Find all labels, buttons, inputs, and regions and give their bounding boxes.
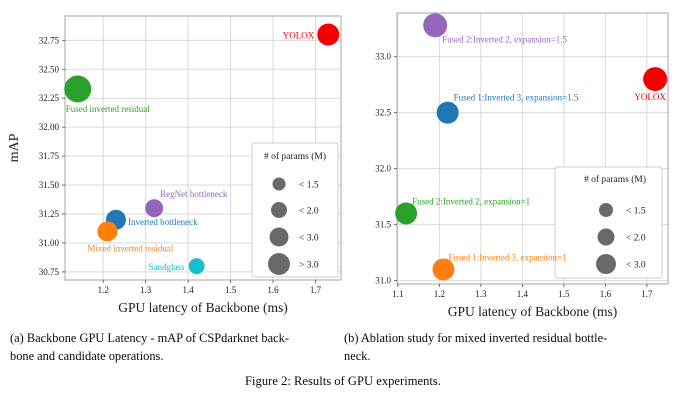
x-axis-label: GPU latency of Backbone (ms) <box>448 304 617 319</box>
y-tick-label: 31.0 <box>375 276 391 286</box>
sandglass-point <box>188 258 205 275</box>
fused2-inverted2-exp1-point <box>395 202 418 225</box>
x-tick-label: 1.3 <box>140 285 152 295</box>
fused2-inverted2-exp1-label: Fused 2:Inverted 2, expansion=1 <box>412 196 530 206</box>
fused2-inverted2-exp15-point <box>423 13 448 38</box>
fused-inverted-residual-point <box>64 75 92 103</box>
legend-marker <box>597 228 615 246</box>
y-tick-label: 33.0 <box>375 52 391 62</box>
y-tick-label: 31.25 <box>39 209 60 219</box>
y-tick-label: 32.5 <box>375 108 391 118</box>
x-tick-label: 1.4 <box>183 285 195 295</box>
x-tick-label: 1.4 <box>517 289 529 299</box>
y-tick-label: 31.50 <box>39 180 60 190</box>
yolox-label: YOLOX <box>283 31 315 41</box>
y-tick-label: 32.0 <box>375 164 391 174</box>
plot-border <box>396 12 669 285</box>
legend-marker <box>268 253 290 275</box>
y-tick-label: 31.00 <box>39 238 60 248</box>
legend-label: < 2.0 <box>626 234 646 244</box>
x-tick-label: 1.5 <box>558 289 570 299</box>
figure-caption: Figure 2: Results of GPU experiments. <box>245 374 441 388</box>
legend-box <box>251 142 339 278</box>
x-tick-label: 1.6 <box>600 289 612 299</box>
x-axis-label: GPU latency of Backbone (ms) <box>118 300 287 315</box>
legend-title: # of params (M) <box>584 174 646 185</box>
plot-border <box>64 15 342 281</box>
fused1-inverted3-exp1-point <box>432 258 455 281</box>
fused1-inverted3-exp15-label: Fused 1:Inverted 3, expansion=1.5 <box>454 93 579 103</box>
chart-panel-a: 1.2 1.3 1.4 1.5 1.6 1.7 30.75 31.00 31.25 31.50 31… <box>7 15 342 315</box>
regnet-bottleneck-point <box>145 199 164 218</box>
yolox-point <box>643 67 668 92</box>
yolox-point <box>317 23 340 46</box>
mixed-inverted-residual-point <box>97 221 118 242</box>
caption-b: (b) Ablation study for mixed inverted re… <box>344 331 608 363</box>
x-tick-label: 1.1 <box>392 289 403 299</box>
legend-marker <box>596 254 616 274</box>
fused2-inverted2-exp15-label: Fused 2:Inverted 2, expansion=1.5 <box>442 34 567 44</box>
y-tick-label: 32.25 <box>39 93 60 103</box>
y-tick-label: 31.75 <box>39 151 60 161</box>
legend-label: < 3.0 <box>299 234 319 244</box>
caption-a: (a) Backbone GPU Latency - mAP of CSPdar… <box>10 331 289 363</box>
y-tick-label: 32.50 <box>39 64 60 74</box>
x-tick-label: 1.7 <box>310 285 322 295</box>
legend-label: < 3.0 <box>626 261 646 271</box>
legend-marker <box>269 227 289 247</box>
mixed-inverted-residual-label: Mixed inverted residual <box>87 243 173 253</box>
legend-marker <box>272 177 286 191</box>
legend-box <box>554 166 663 279</box>
chart-panel-b: 1.1 1.2 1.3 1.4 1.5 1.6 1.7 31.0 31.5 32.0 32.5 33.… <box>350 12 669 319</box>
y-tick-label: 32.00 <box>39 122 60 132</box>
x-tick-label: 1.2 <box>434 289 445 299</box>
legend-label: > 3.0 <box>299 261 319 271</box>
legend-label: < 2.0 <box>299 207 319 217</box>
x-tick-label: 1.7 <box>641 289 653 299</box>
y-tick-label: 32.75 <box>39 35 60 45</box>
x-tick-label: 1.5 <box>225 285 237 295</box>
y-tick-label: 31.5 <box>375 220 391 230</box>
y-tick-label: 30.75 <box>39 267 60 277</box>
legend-title: # of params (M) <box>264 151 326 162</box>
x-tick-label: 1.6 <box>267 285 279 295</box>
y-axis-label: mAP <box>350 134 354 163</box>
legend-label: < 1.5 <box>299 181 319 191</box>
y-axis-label: mAP <box>7 133 22 162</box>
legend-label: < 1.5 <box>626 207 646 217</box>
legend-marker <box>271 202 287 218</box>
fused1-inverted3-exp15-point <box>436 101 459 124</box>
inverted-bottleneck-label: Inverted bottleneck <box>128 217 198 227</box>
x-tick-label: 1.3 <box>475 289 487 299</box>
x-tick-label: 1.2 <box>98 285 109 295</box>
yolox-label: YOLOX <box>634 92 666 102</box>
fused-inverted-residual-label: Fused inverted residual <box>66 104 150 114</box>
sandglass-label: Sandglass <box>149 262 185 272</box>
legend-marker <box>599 203 613 217</box>
fused1-inverted3-exp1-label: Fused 1:Inverted 3, expansion=1 <box>448 252 566 262</box>
regnet-bottleneck-label: RegNet bottleneck <box>160 189 228 199</box>
